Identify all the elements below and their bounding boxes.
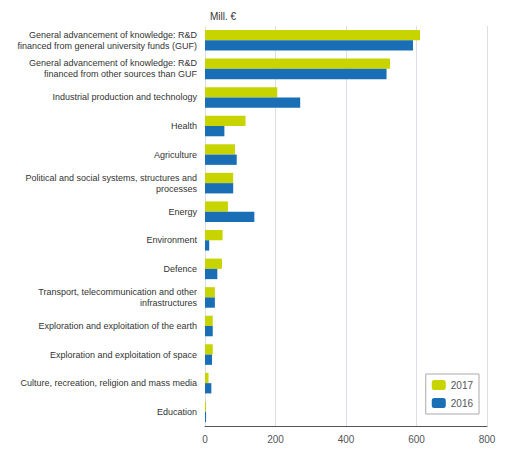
svg-text:800: 800: [479, 434, 496, 445]
svg-text:400: 400: [338, 434, 355, 445]
svg-text:Health: Health: [171, 121, 197, 131]
svg-text:Exploration and exploitation o: Exploration and exploitation of space: [50, 350, 197, 360]
svg-text:2017: 2017: [451, 380, 474, 391]
svg-text:Defence: Defence: [163, 264, 197, 274]
svg-text:Education: Education: [157, 407, 197, 417]
svg-text:Energy: Energy: [168, 207, 197, 217]
svg-text:Exploration and exploitation o: Exploration and exploitation of the eart…: [38, 321, 197, 331]
svg-text:Culture, recreation, religion: Culture, recreation, religion and mass m…: [20, 378, 197, 388]
svg-text:Transport, telecommunication a: Transport, telecommunication and other: [38, 287, 197, 297]
svg-text:infrastructures: infrastructures: [140, 298, 198, 308]
svg-text:financed from other sources th: financed from other sources than GUF: [44, 69, 198, 79]
svg-text:Environment: Environment: [146, 235, 197, 245]
svg-text:Mill. €: Mill. €: [210, 11, 237, 22]
svg-text:2016: 2016: [451, 398, 474, 409]
svg-text:General advancement of knowled: General advancement of knowledge: R&D: [29, 58, 198, 68]
svg-text:Industrial production and tech: Industrial production and technology: [52, 92, 197, 102]
svg-text:processes: processes: [156, 184, 198, 194]
svg-text:0: 0: [202, 434, 208, 445]
svg-text:financed from general universi: financed from general university funds (…: [17, 41, 197, 51]
svg-text:Agriculture: Agriculture: [154, 150, 197, 160]
svg-text:Political and social systems,: Political and social systems, structures…: [25, 173, 197, 183]
svg-text:General advancement of knowled: General advancement of knowledge: R&D: [29, 30, 198, 40]
svg-text:600: 600: [408, 434, 425, 445]
svg-text:200: 200: [267, 434, 284, 445]
